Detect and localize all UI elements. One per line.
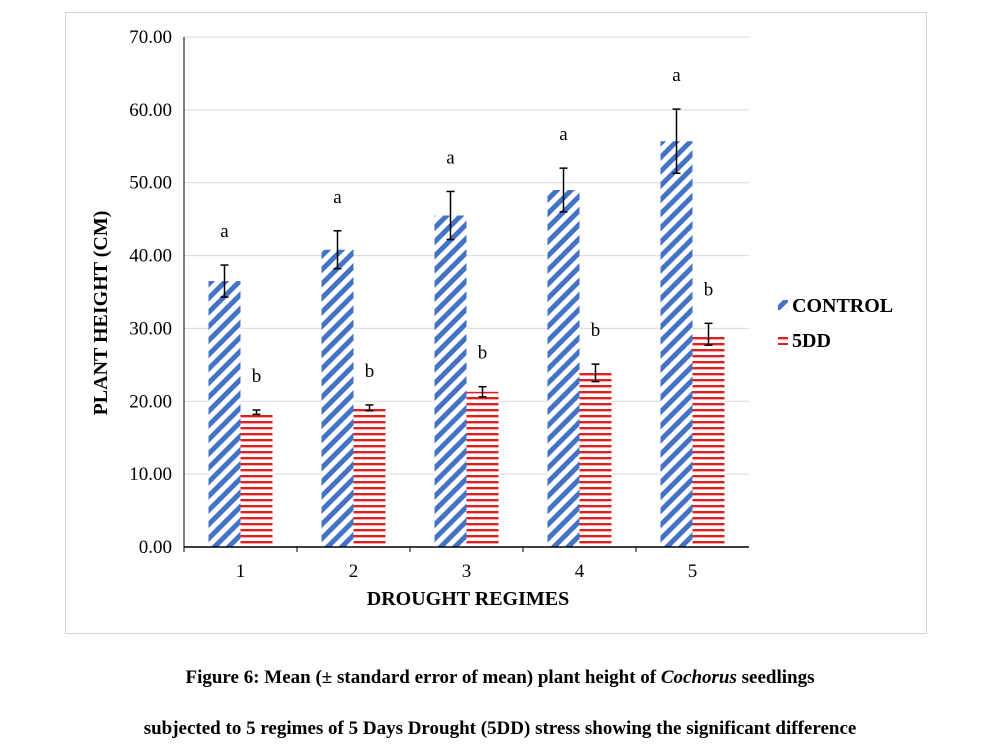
legend-label-5dd: 5DD (792, 330, 831, 352)
x-axis-title: DROUGHT REGIMES (367, 588, 569, 610)
y-tick-label: 40.00 (129, 246, 172, 267)
significance-letter-control: a (446, 147, 455, 168)
significance-letter-5dd: b (365, 361, 375, 382)
y-tick-label: 30.00 (129, 318, 172, 339)
caption-text-end: seedlings (736, 667, 815, 688)
legend-label-control: CONTROL (792, 295, 893, 317)
significance-letter-5dd: b (478, 343, 488, 364)
caption-text-start: Figure 6: Mean (± standard error of mean… (185, 667, 661, 688)
y-tick-label: 60.00 (129, 100, 172, 121)
significance-letter-5dd: b (704, 279, 714, 300)
x-tick-label: 1 (236, 561, 246, 582)
x-tick-label: 2 (349, 561, 359, 582)
significance-letter-5dd: b (591, 320, 601, 341)
y-tick-label: 0.00 (139, 537, 172, 558)
y-tick-label: 50.00 (129, 173, 172, 194)
bar-5dd (692, 334, 725, 547)
significance-letter-control: a (220, 221, 229, 242)
x-tick-label: 3 (462, 561, 472, 582)
chart-frame: a b a b a b a b a b 0.00 10.00 20.00 30.00 40.00 50.00… (65, 12, 927, 634)
legend-swatch-control (778, 300, 788, 310)
bar-control (434, 215, 467, 547)
figure-caption-line-1: Figure 6: Mean (± standard error of mean… (0, 667, 1000, 689)
y-tick-label: 70.00 (129, 27, 172, 48)
bar-5dd (466, 391, 499, 547)
legend-swatch-5dd (778, 335, 788, 345)
legend: CONTROL 5DD (778, 295, 893, 352)
significance-letter-5dd: b (252, 366, 262, 387)
y-tick-label: 10.00 (129, 464, 172, 485)
caption-species-name: Cochorus (660, 667, 737, 688)
bar-5dd (579, 372, 612, 547)
bar-5dd (240, 412, 273, 547)
x-tick-label: 5 (688, 561, 698, 582)
y-tick-label: 20.00 (129, 391, 172, 412)
significance-letter-control: a (559, 124, 568, 145)
x-tick-label: 4 (575, 561, 585, 582)
bar-chart: a b a b a b a b a b 0.00 10.00 20.00 30.00 40.00 50.00… (90, 27, 893, 610)
figure-caption-line-2: subjected to 5 regimes of 5 Days Drought… (143, 718, 857, 739)
axes: 0.00 10.00 20.00 30.00 40.00 50.00 60.00 70.00 1… (129, 27, 749, 582)
significance-letter-control: a (333, 187, 342, 208)
bar-control (321, 249, 354, 547)
bars: a b a b a b a b a b (208, 65, 725, 547)
y-axis-title: PLANT HEIGHT (CM) (90, 211, 112, 416)
bar-control (547, 190, 580, 547)
significance-letter-control: a (672, 65, 681, 86)
bar-control (208, 281, 241, 547)
bar-control (660, 141, 693, 547)
bar-5dd (353, 407, 386, 547)
